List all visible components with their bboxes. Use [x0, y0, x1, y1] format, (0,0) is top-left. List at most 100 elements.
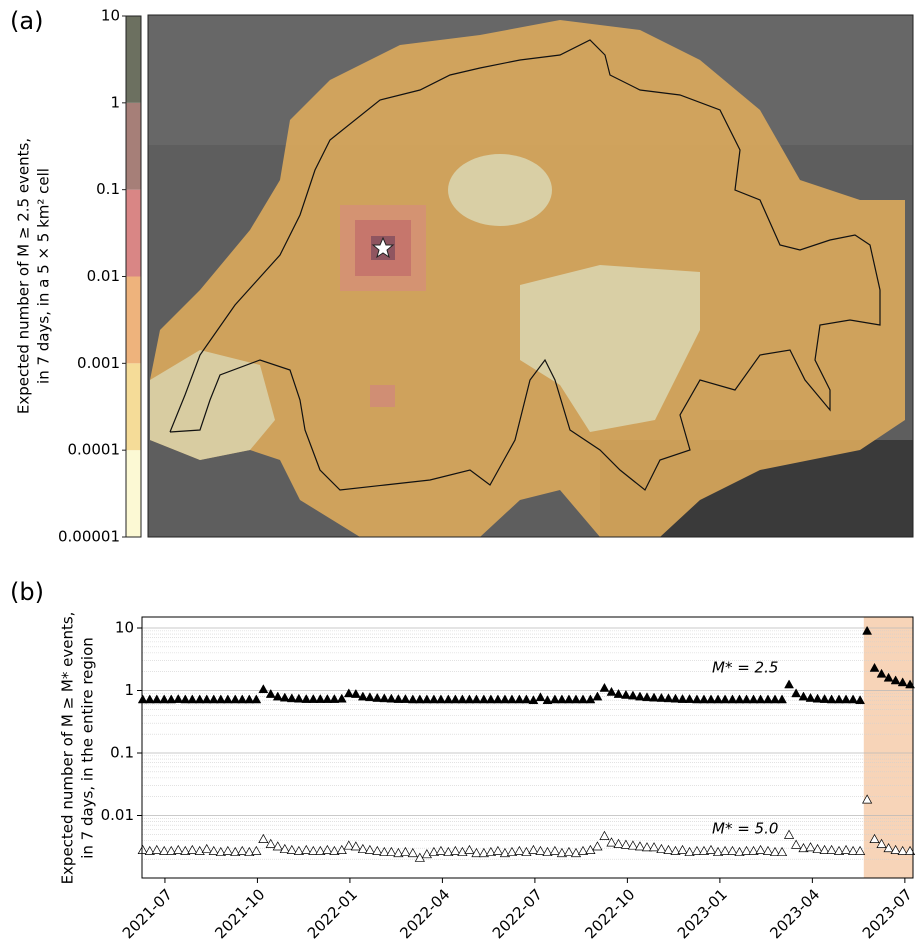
data-point: [528, 844, 539, 855]
data-point: [713, 694, 723, 704]
data-point: [841, 694, 851, 704]
data-point: [414, 852, 425, 862]
y-axis-label: in 7 days, in the entire region: [79, 637, 97, 859]
data-point: [379, 693, 390, 703]
data-point: [428, 694, 439, 704]
colorbar-band: [126, 16, 141, 103]
data-point: [577, 845, 589, 855]
data-point: [421, 849, 432, 859]
data-point: [635, 691, 645, 701]
data-point: [719, 845, 731, 855]
data-point: [762, 845, 774, 855]
data-point: [187, 844, 198, 855]
x-tick-label: 2021-10: [211, 885, 268, 940]
data-point: [592, 841, 603, 851]
data-point: [293, 845, 304, 855]
border: [169, 39, 881, 491]
data-point: [435, 845, 447, 855]
data-point: [279, 692, 290, 702]
annotation: M* = 2.5: [712, 659, 778, 677]
data-point: [890, 844, 901, 855]
data-point: [578, 694, 588, 704]
data-point: [521, 694, 532, 704]
data-point: [279, 843, 290, 854]
data-point: [393, 847, 404, 858]
data-point: [620, 689, 631, 699]
data-point: [265, 688, 276, 698]
data-point: [649, 692, 659, 702]
y-axis-label: Expected number of M ≥ M* events,: [59, 612, 77, 885]
data-point: [819, 844, 830, 855]
y-tick-label: 0.01: [101, 806, 134, 824]
data-point: [834, 694, 844, 704]
data-point: [571, 694, 581, 704]
data-point: [471, 847, 482, 858]
data-point: [684, 846, 695, 857]
data-point: [556, 694, 567, 704]
data-point: [876, 838, 887, 848]
data-point: [485, 846, 496, 857]
data-point: [457, 694, 468, 704]
data-point: [805, 692, 816, 702]
data-point: [613, 688, 624, 698]
panel-label: (b): [10, 578, 44, 606]
data-point: [386, 846, 397, 857]
map: [148, 15, 913, 537]
data-point: [180, 694, 191, 704]
data-point: [812, 843, 823, 854]
data-point: [265, 838, 276, 848]
data-point: [322, 694, 333, 703]
data-point: [705, 844, 717, 855]
x-tick-label: 2023-04: [766, 885, 823, 940]
data-point: [450, 694, 461, 704]
data-point: [727, 845, 738, 855]
data-point: [407, 847, 418, 858]
data-point: [712, 846, 724, 857]
data-point: [585, 694, 596, 704]
data-point: [336, 693, 347, 703]
data-point: [904, 845, 916, 855]
data-point: [563, 846, 575, 857]
data-point: [720, 694, 730, 704]
data-point: [201, 694, 212, 704]
colorbar-band: [126, 102, 141, 190]
data-point: [343, 840, 354, 850]
data-point: [620, 839, 632, 849]
colorbar-band: [126, 363, 141, 451]
data-point: [826, 844, 837, 855]
data-point: [783, 829, 795, 839]
data-point: [173, 694, 184, 703]
data-point: [819, 694, 830, 703]
y-tick-label: 1: [124, 681, 134, 699]
data-point: [237, 694, 248, 704]
colorbar-tick-label: 0.01: [87, 267, 120, 285]
data-point: [812, 693, 823, 703]
data-point: [350, 841, 361, 851]
data-point: [599, 830, 610, 840]
data-point: [840, 844, 852, 855]
epicenter-star: [371, 236, 395, 259]
data-point: [194, 694, 205, 704]
data-point: [556, 847, 568, 858]
data-point: [897, 845, 908, 855]
data-point: [706, 694, 716, 704]
data-point: [386, 693, 397, 703]
annotation: M* = 5.0: [712, 820, 778, 838]
data-point: [506, 846, 518, 857]
data-point: [464, 694, 475, 704]
data-point: [855, 695, 866, 705]
data-point: [727, 694, 738, 704]
data-point: [535, 845, 546, 855]
data-point: [514, 845, 525, 855]
colorbar-tick-label: 0.1: [96, 180, 120, 198]
data-point: [159, 845, 170, 855]
data-point: [492, 845, 503, 855]
data-point: [407, 694, 418, 704]
data-point: [159, 694, 170, 704]
data-point: [151, 844, 162, 855]
data-point: [372, 845, 383, 855]
data-point: [443, 846, 454, 857]
data-point: [244, 694, 255, 704]
data-point: [763, 694, 773, 704]
